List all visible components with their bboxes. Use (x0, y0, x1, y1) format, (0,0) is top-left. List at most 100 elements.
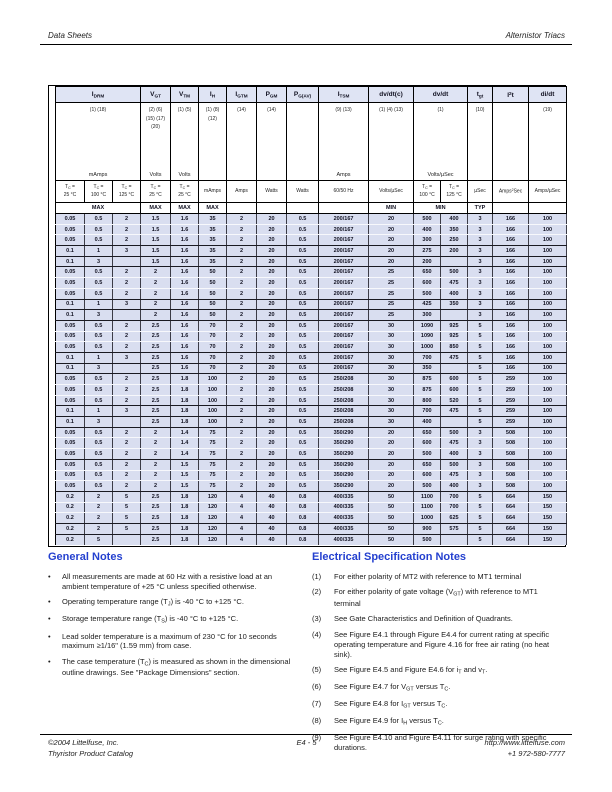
table-cell: 0.05 (55, 373, 85, 385)
table-cell: 400 (440, 448, 469, 460)
column-minmax: MIN (413, 202, 469, 214)
table-cell: 5 (112, 512, 142, 524)
table-cell: 625 (440, 512, 469, 524)
table-cell: 259 (492, 373, 530, 385)
table-cell: 0.5 (286, 363, 320, 375)
table-cell: 664 (492, 491, 530, 503)
column-condition: TC = 25 °C (170, 180, 200, 203)
table-cell: 0.05 (55, 448, 85, 460)
table-cell: 166 (492, 341, 530, 353)
table-cell: 259 (492, 395, 530, 407)
table-cell: 0.5 (84, 384, 113, 396)
table-cell: 400/335 (318, 523, 370, 535)
running-footer: E4 - 5 ©2004 Littelfuse, Inc. Thyristor … (48, 738, 565, 760)
column-minmax: MAX (198, 202, 228, 214)
table-cell: 850 (440, 341, 469, 353)
column-note-refs: (1) (8) (12) (198, 102, 228, 181)
note-reference: (1) (4) (13) (379, 107, 403, 113)
table-cell: 650 (413, 266, 442, 279)
table-cell: 350 (413, 363, 442, 375)
table-cell: 2 (112, 288, 142, 300)
table-cell: 25 (368, 266, 415, 279)
table-cell: 50 (198, 277, 228, 289)
table-cell: 0.5 (84, 373, 113, 385)
column-unit: Volts (178, 172, 191, 178)
table-cell: 1.6 (170, 256, 200, 268)
column-note-refs: (1) (18) mAmps (54, 102, 142, 181)
table-cell: 100 (528, 341, 568, 353)
table-cell: 25 (368, 288, 415, 300)
spec-note-item: (7) See Figure E4.8 for IGT versus TC. (312, 699, 566, 711)
table-cell: 475 (440, 437, 469, 450)
running-header: Data Sheets Alternistor Triacs (48, 31, 565, 40)
table-cell: 3 (467, 309, 494, 321)
table-cell: 75 (198, 448, 228, 460)
table-cell: 1.6 (170, 331, 200, 343)
website-link[interactable]: http://www.littelfuse.com (484, 738, 565, 747)
table-cell: 0.5 (286, 459, 320, 471)
table-cell: 30 (368, 320, 415, 332)
table-cell: 475 (440, 277, 469, 289)
table-cell: 500 (440, 266, 469, 279)
table-cell: 664 (492, 523, 530, 535)
spec-note-text: See Figure E4.9 for IH versus TC. (334, 716, 444, 727)
page-number: E4 - 5 (296, 738, 317, 747)
table-cell: 2 (112, 277, 142, 289)
table-cell: 1100 (413, 491, 442, 503)
table-cell: 100 (528, 373, 568, 385)
table-cell: 259 (492, 405, 530, 418)
column-condition: Watts (256, 180, 288, 203)
table-cell: 5 (467, 395, 494, 407)
table-cell: 2.5 (140, 491, 172, 503)
table-cell: 5 (467, 384, 494, 396)
table-cell (112, 416, 142, 428)
table-cell: 0.5 (84, 331, 113, 343)
table-cell (112, 363, 142, 375)
table-cell (112, 256, 142, 268)
table-cell: 0.5 (286, 320, 320, 332)
table-cell: 2 (112, 395, 142, 407)
table-row: 0.1 3 2.5 1.8 100 2 20 0.5 250/208 30 400 5 259 100 (55, 416, 568, 428)
table-cell (440, 534, 469, 545)
table-cell: 200/167 (318, 245, 370, 257)
table-cell: 150 (528, 534, 568, 545)
table-cell: 20 (256, 256, 288, 268)
table-cell: 1.6 (170, 213, 200, 225)
column-title: ITSM (318, 86, 370, 103)
table-cell: 500 (413, 480, 442, 492)
table-cell: 2 (226, 480, 258, 492)
table-cell: 50 (368, 523, 415, 535)
column-condition: TC = 125 °C (111, 180, 142, 203)
table-cell: 0.5 (286, 416, 320, 428)
table-cell: 20 (256, 363, 288, 375)
column-unit: mAmps (88, 172, 108, 178)
table-cell: 200/167 (318, 309, 370, 321)
table-cell: 2 (226, 459, 258, 471)
table-cell: 20 (368, 427, 415, 439)
table-cell: 0.8 (286, 491, 320, 503)
table-cell: 0.2 (55, 534, 85, 545)
table-cell: 2.5 (140, 384, 172, 396)
table-cell: 1.8 (170, 395, 200, 407)
table-cell: 5 (84, 534, 113, 545)
table-cell: 1.6 (170, 266, 200, 279)
table-cell: 200/167 (318, 352, 370, 364)
header-row-conditions: TC = 25 °C TC = 100 °C TC = 125 °C TC = 25 °C TC… (55, 180, 568, 203)
table-cell: 3 (467, 448, 494, 460)
table-cell: 0.5 (84, 288, 113, 300)
table-cell: 2 (140, 309, 172, 321)
table-cell: 0.05 (55, 224, 85, 236)
column-title: tgt (467, 86, 494, 103)
spec-note-text: See Figure E4.1 through Figure E4.4 for … (334, 629, 550, 659)
table-cell: 2 (226, 384, 258, 396)
column-condition: Watts (286, 180, 320, 203)
table-cell: 2 (226, 352, 258, 364)
table-cell: 3 (467, 299, 494, 311)
table-cell: 2 (226, 363, 258, 375)
table-cell: 3 (467, 266, 494, 279)
table-cell: 3 (84, 256, 113, 268)
spec-note-item: (1) For either polarity of MT2 with refer… (312, 572, 566, 582)
table-cell: 0.05 (55, 437, 85, 450)
table-row: 0.05 0.5 2 2.5 1.8 100 2 20 0.5 250/208 30 875 600 5 2… (55, 373, 568, 385)
